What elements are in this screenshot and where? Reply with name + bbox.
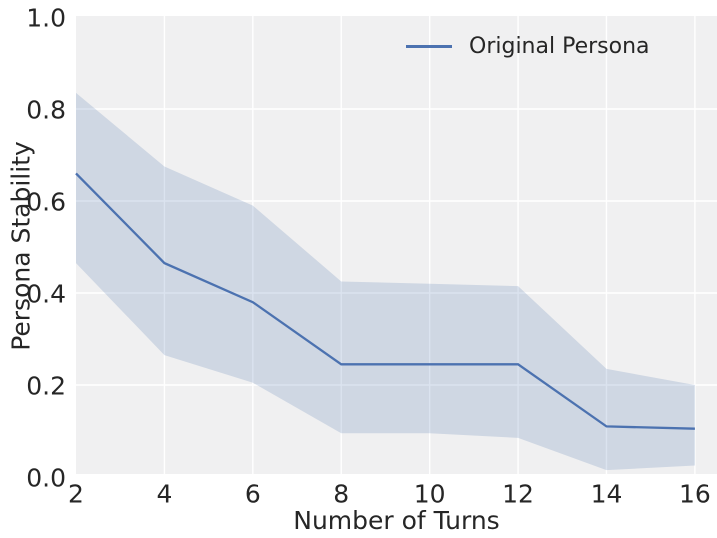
series-line bbox=[75, 172, 695, 430]
y-axis-label: Persona Stability bbox=[6, 141, 36, 351]
legend-label: Original Persona bbox=[469, 33, 650, 59]
x-tick-label: 2 bbox=[68, 480, 84, 509]
x-tick-label: 10 bbox=[414, 480, 446, 509]
x-axis-label: Number of Turns bbox=[293, 506, 500, 535]
x-tick-label: 6 bbox=[245, 480, 261, 509]
y-tick-label: 0.6 bbox=[26, 188, 66, 217]
legend-line-swatch bbox=[406, 44, 452, 48]
y-tick-label: 0.8 bbox=[26, 96, 66, 125]
y-tick-label: 0.0 bbox=[26, 464, 66, 493]
x-tick-label: 8 bbox=[333, 480, 349, 509]
y-tick-label: 1.0 bbox=[26, 4, 66, 33]
x-tick-label: 12 bbox=[502, 480, 534, 509]
plot-area bbox=[76, 16, 717, 474]
legend: Original Persona bbox=[406, 32, 650, 60]
confidence-band bbox=[76, 92, 695, 471]
x-tick-label: 16 bbox=[679, 480, 711, 509]
x-tick-label: 14 bbox=[591, 480, 623, 509]
y-tick-label: 0.2 bbox=[26, 372, 66, 401]
y-tick-label: 0.4 bbox=[26, 280, 66, 309]
x-tick-label: 4 bbox=[156, 480, 172, 509]
